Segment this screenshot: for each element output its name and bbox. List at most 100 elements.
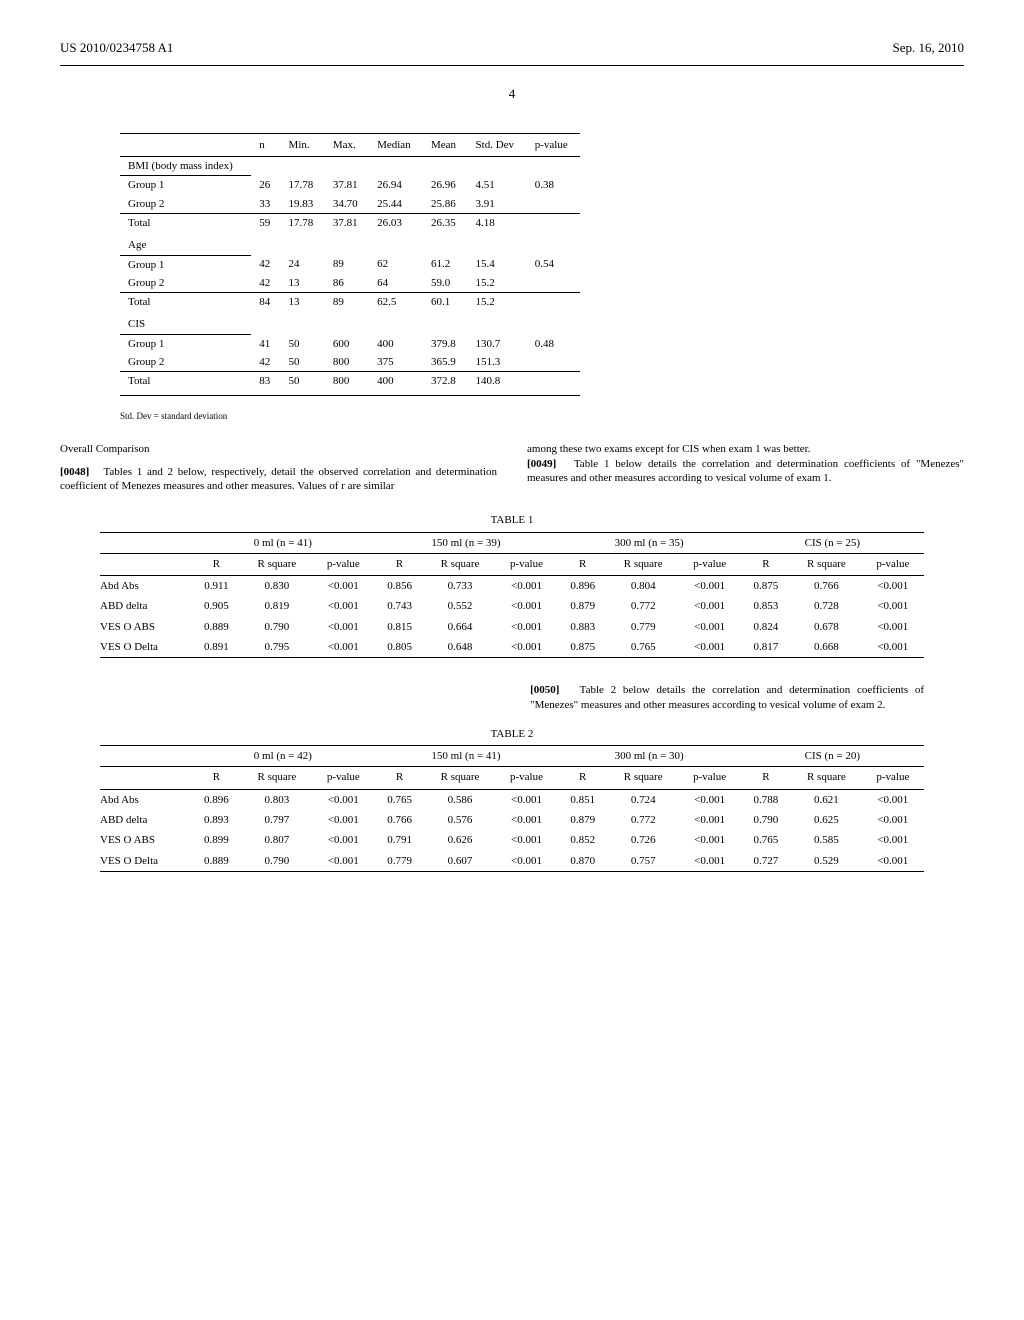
cell: 0.875	[558, 637, 608, 658]
total-cell: 26.35	[423, 213, 468, 236]
total-cell: 62.5	[369, 293, 423, 316]
total-cell	[527, 213, 580, 236]
cell: 0.889	[191, 851, 241, 872]
sub-header: R	[191, 767, 241, 789]
group-header: 0 ml (n = 41)	[191, 532, 374, 553]
cell: 0.772	[608, 810, 679, 830]
cell: <0.001	[312, 830, 374, 850]
sub-header: R	[558, 767, 608, 789]
header-left: US 2010/0234758 A1	[60, 40, 173, 57]
total-cell: 400	[369, 372, 423, 395]
cell: 0.883	[558, 617, 608, 637]
row-label: VES O ABS	[100, 617, 191, 637]
sub-header: R square	[425, 767, 496, 789]
cell: 0.905	[191, 596, 241, 616]
cell: 0.896	[558, 576, 608, 597]
cell: 0.779	[374, 851, 424, 872]
header-rule	[60, 65, 964, 66]
cell: 25.44	[369, 195, 423, 214]
cell: 42	[251, 353, 280, 372]
cell: 0.807	[242, 830, 313, 850]
overall-comparison-heading: Overall Comparison	[60, 442, 497, 456]
cell: 0.585	[791, 830, 862, 850]
cell: 800	[325, 353, 369, 372]
cell: 0.727	[741, 851, 791, 872]
overall-comparison-columns: Overall Comparison [0048] Tables 1 and 2…	[60, 442, 964, 493]
cell	[527, 195, 580, 214]
row-label: Abd Abs	[100, 576, 191, 597]
para-0050-text: Table 2 below details the correlation an…	[530, 684, 924, 710]
total-cell: 83	[251, 372, 280, 395]
cell: 33	[251, 195, 280, 214]
group-header: 300 ml (n = 30)	[558, 746, 741, 767]
cell: <0.001	[679, 810, 741, 830]
cell: 0.815	[374, 617, 424, 637]
total-cell	[527, 372, 580, 395]
page-header: US 2010/0234758 A1 Sep. 16, 2010	[60, 40, 964, 57]
cell: <0.001	[312, 596, 374, 616]
cell: 0.766	[791, 576, 862, 597]
cell: 0.804	[608, 576, 679, 597]
sub-header: R square	[791, 767, 862, 789]
cell: 0.626	[425, 830, 496, 850]
para-0048-cont: among these two exams except for CIS whe…	[527, 442, 964, 456]
cell: 13	[281, 274, 325, 293]
cell: 151.3	[468, 353, 527, 372]
cell: <0.001	[862, 810, 924, 830]
cell: <0.001	[862, 596, 924, 616]
cell: 0.621	[791, 789, 862, 810]
cell: 0.870	[558, 851, 608, 872]
cell: 600	[325, 334, 369, 353]
col-header: Max.	[325, 133, 369, 156]
page-number: 4	[60, 86, 964, 103]
cell: <0.001	[862, 789, 924, 810]
cell: 0.896	[191, 789, 241, 810]
cell: <0.001	[862, 617, 924, 637]
cell: 0.726	[608, 830, 679, 850]
table-footnote: Std. Dev = standard deviation	[120, 411, 964, 423]
sub-header: R	[741, 553, 791, 575]
total-cell: 37.81	[325, 213, 369, 236]
sub-header: R	[558, 553, 608, 575]
sub-header: R square	[425, 553, 496, 575]
cell: <0.001	[312, 789, 374, 810]
total-cell: 372.8	[423, 372, 468, 395]
sub-header: R square	[242, 553, 313, 575]
cell: 24	[281, 255, 325, 274]
cell: 3.91	[468, 195, 527, 214]
cell: 4.51	[468, 176, 527, 195]
col-header: Mean	[423, 133, 468, 156]
total-cell: 17.78	[281, 213, 325, 236]
cell: 0.772	[608, 596, 679, 616]
sub-header: p-value	[679, 767, 741, 789]
cell: <0.001	[862, 576, 924, 597]
total-cell: 60.1	[423, 293, 468, 316]
table1-label: TABLE 1	[60, 513, 964, 527]
group-header: 150 ml (n = 41)	[374, 746, 557, 767]
total-cell: 4.18	[468, 213, 527, 236]
section-title: CIS	[120, 315, 251, 334]
cell: <0.001	[679, 596, 741, 616]
cell: 0.779	[608, 617, 679, 637]
cell: 0.795	[242, 637, 313, 658]
sub-header: p-value	[495, 767, 557, 789]
cell: <0.001	[495, 830, 557, 850]
cell: 365.9	[423, 353, 468, 372]
sub-header: p-value	[679, 553, 741, 575]
sub-header: R square	[608, 553, 679, 575]
cell: <0.001	[862, 637, 924, 658]
cell: 26.94	[369, 176, 423, 195]
cell: 15.4	[468, 255, 527, 274]
cell: 26.96	[423, 176, 468, 195]
para-0048: [0048] Tables 1 and 2 below, respectivel…	[60, 465, 497, 494]
table2-label: TABLE 2	[60, 727, 964, 741]
para-0050: [0050] Table 2 below details the correla…	[530, 683, 924, 712]
cell: <0.001	[495, 617, 557, 637]
cell: <0.001	[495, 789, 557, 810]
row-label: ABD delta	[100, 596, 191, 616]
sub-header: R square	[242, 767, 313, 789]
cell: Group 2	[120, 195, 251, 214]
cell: 34.70	[325, 195, 369, 214]
col-header: Min.	[281, 133, 325, 156]
cell: 0.625	[791, 810, 862, 830]
